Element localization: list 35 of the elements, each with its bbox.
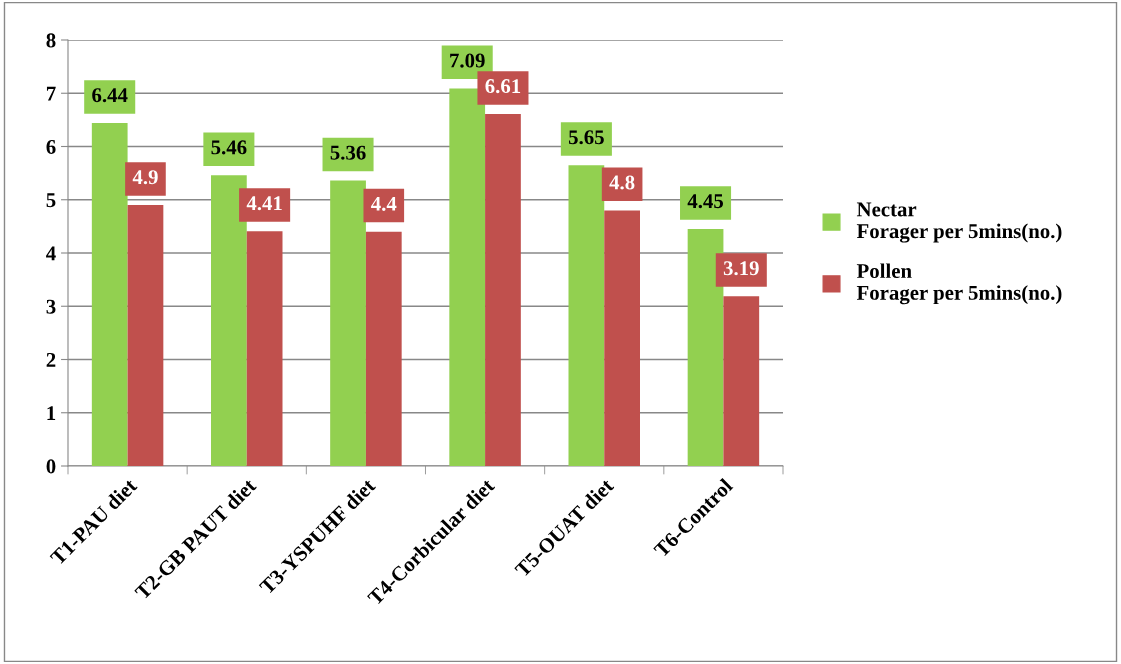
- bar: [687, 229, 724, 466]
- y-tick-label: 7: [46, 86, 56, 101]
- data-label: 4.9: [132, 170, 158, 185]
- y-tick-label: 8: [46, 33, 56, 48]
- bar: [568, 165, 605, 466]
- y-tick-label: 3: [46, 299, 56, 314]
- data-label: 4.4: [371, 196, 397, 211]
- y-tick-label: 5: [46, 193, 56, 208]
- data-label: 5.65: [568, 130, 604, 145]
- bar: [330, 180, 366, 466]
- bar: [246, 231, 283, 466]
- y-tick-label: 2: [46, 352, 56, 367]
- bar: [449, 88, 486, 466]
- bar: [723, 296, 760, 466]
- y-tick-label: 0: [46, 459, 56, 474]
- data-label: 6.61: [485, 79, 521, 94]
- data-label: 4.41: [246, 196, 282, 211]
- bar: [211, 175, 247, 466]
- bar: [485, 114, 521, 466]
- data-label: 4.45: [687, 194, 724, 209]
- data-label: 4.8: [609, 175, 635, 190]
- bar: [127, 205, 164, 466]
- bar: [91, 123, 128, 466]
- data-label: 6.44: [92, 88, 128, 103]
- data-label: 5.46: [211, 140, 247, 155]
- data-label: 7.09: [450, 53, 485, 68]
- data-label: 5.36: [330, 145, 366, 160]
- data-label: 3.19: [723, 261, 759, 276]
- y-tick-label: 1: [47, 406, 56, 420]
- bar: [365, 231, 402, 466]
- legend-label: Pollen Forager per 5mins(no.): [856, 263, 1062, 305]
- bar: [604, 210, 640, 466]
- y-tick-label: 6: [46, 139, 56, 154]
- legend-label: Nectar Forager per 5mins(no.): [856, 202, 1062, 243]
- y-tick-label: 4: [46, 246, 56, 261]
